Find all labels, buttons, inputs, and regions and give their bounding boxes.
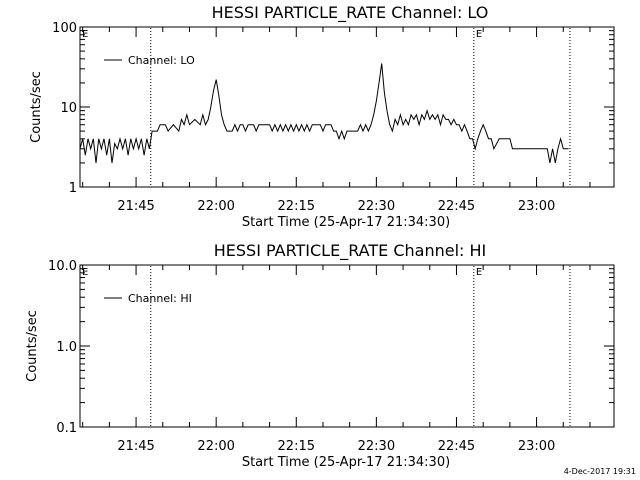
x-tick-label: 22:00 <box>197 199 234 214</box>
series-line-channel-lo <box>79 63 569 163</box>
panel-hi-x-axis: 21:45 22:00 22:15 22:30 22:45 23:00 <box>82 265 591 454</box>
y-tick-label: 0.1 <box>56 421 77 436</box>
footer-timestamp: 4-Dec-2017 19:31 <box>564 467 636 476</box>
panel-lo-legend: Channel: LO <box>104 54 195 67</box>
y-tick-label: 1 <box>69 181 77 196</box>
marker-label: E <box>476 29 482 40</box>
x-tick-label: 22:30 <box>358 199 395 214</box>
legend-label-channel-lo: Channel: LO <box>128 54 195 67</box>
x-tick-label: 22:15 <box>278 199 315 214</box>
panel-lo-title: HESSI PARTICLE_RATE Channel: LO <box>212 3 489 23</box>
panel-hi-left-marker-label: E <box>82 267 88 278</box>
x-tick-label: 21:45 <box>117 439 154 454</box>
panel-hi-xlabel: Start Time (25-Apr-17 21:34:30) <box>242 455 450 470</box>
x-tick-label: 21:45 <box>117 199 154 214</box>
x-tick-label: 22:30 <box>358 439 395 454</box>
y-tick-label: 10.0 <box>48 259 77 274</box>
panel-lo-markers: E <box>150 28 571 186</box>
y-tick-label: 1.0 <box>56 340 77 355</box>
x-tick-label: 23:00 <box>518 439 555 454</box>
panel-lo-left-marker-label: E <box>82 29 88 40</box>
x-tick-label: 22:00 <box>197 439 234 454</box>
x-tick-label: 22:45 <box>438 439 475 454</box>
panel-lo-frame <box>79 26 615 188</box>
panel-lo-ylabel: Counts/sec <box>29 71 44 143</box>
panel-lo-x-axis: 21:45 22:00 22:15 22:30 22:45 23:00 <box>82 27 591 214</box>
marker-label: E <box>476 267 482 278</box>
panel-lo: HESSI PARTICLE_RATE Channel: LO Counts/s… <box>29 3 615 230</box>
legend-label-channel-hi: Channel: HI <box>128 292 192 305</box>
panel-hi-legend: Channel: HI <box>104 292 192 305</box>
panel-hi-markers: E <box>150 266 571 426</box>
x-tick-label: 23:00 <box>518 199 555 214</box>
panel-hi-title: HESSI PARTICLE_RATE Channel: HI <box>214 241 487 261</box>
y-tick-label: 100 <box>52 21 77 36</box>
x-tick-label: 22:45 <box>438 199 475 214</box>
panel-hi-y-axis: 0.1 1.0 10.0 <box>48 259 614 436</box>
y-tick-label: 10 <box>60 101 77 116</box>
x-tick-label: 22:15 <box>278 439 315 454</box>
panel-lo-xlabel: Start Time (25-Apr-17 21:34:30) <box>242 215 450 230</box>
panel-hi-ylabel: Counts/sec <box>25 310 40 382</box>
panel-lo-y-axis: 1 10 100 <box>52 21 614 196</box>
panel-hi-frame <box>79 264 615 428</box>
panel-hi: HESSI PARTICLE_RATE Channel: HI Counts/s… <box>25 241 615 470</box>
